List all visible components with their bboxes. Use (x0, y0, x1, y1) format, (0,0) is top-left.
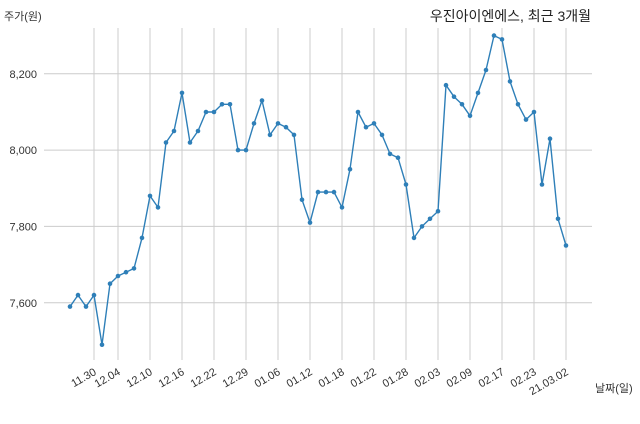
data-point (427, 216, 433, 222)
x-axis-label: 날짜(일) (595, 381, 633, 395)
data-point (235, 147, 241, 153)
price-series (67, 33, 569, 348)
y-tick-label: 8,200 (9, 69, 37, 81)
data-point (459, 102, 465, 107)
data-point (523, 117, 529, 122)
data-point (123, 269, 129, 275)
data-point (155, 205, 161, 210)
data-point (339, 205, 345, 210)
data-point (171, 128, 177, 134)
data-point (195, 128, 201, 134)
data-point (499, 37, 505, 42)
data-point (267, 132, 273, 138)
data-point (443, 82, 449, 88)
data-point (331, 189, 337, 195)
data-point (187, 140, 193, 145)
data-point (507, 79, 513, 84)
data-point (75, 292, 81, 298)
data-point (211, 109, 217, 115)
data-point (291, 132, 297, 138)
data-point (107, 281, 113, 287)
data-point (547, 136, 553, 141)
data-point (475, 90, 481, 96)
data-point (531, 109, 537, 115)
data-point (131, 266, 137, 271)
y-tick-label: 7,600 (9, 298, 37, 310)
data-point (435, 208, 441, 214)
data-point (179, 90, 185, 96)
data-point (99, 342, 105, 348)
data-point (563, 243, 569, 248)
data-point (259, 98, 265, 103)
data-point (115, 273, 121, 279)
data-point (483, 67, 489, 73)
data-point (67, 304, 73, 309)
data-point (419, 224, 425, 229)
data-point (275, 121, 281, 126)
data-point (371, 121, 377, 126)
data-point (251, 121, 257, 126)
chart-title: 우진아이엔에스, 최근 3개월 (430, 8, 591, 24)
data-point (315, 189, 321, 195)
data-point (555, 216, 561, 222)
data-point (219, 102, 225, 107)
y-tick-label: 8,000 (9, 145, 37, 157)
data-point (411, 235, 417, 241)
y-axis-ticks: 7,600 7,800 8,000 8,200 (9, 69, 37, 310)
data-point (491, 33, 497, 38)
data-point (403, 182, 409, 187)
data-point (539, 182, 545, 187)
data-point (139, 235, 145, 241)
data-point (163, 140, 169, 145)
data-point (283, 124, 289, 130)
data-point (323, 189, 329, 195)
y-axis-label: 주가(원) (4, 10, 42, 23)
data-point (243, 147, 249, 153)
data-point (451, 94, 457, 99)
data-point (363, 124, 369, 130)
data-point (299, 197, 305, 202)
data-point (83, 304, 89, 309)
data-point (227, 102, 233, 107)
data-point (379, 132, 385, 138)
data-point (355, 109, 361, 115)
data-point (395, 155, 401, 160)
grid (44, 28, 592, 360)
data-point (91, 292, 97, 298)
data-point (515, 102, 521, 107)
data-point (387, 151, 393, 157)
data-point (467, 113, 473, 119)
y-tick-label: 7,800 (9, 221, 37, 233)
data-point (307, 220, 313, 225)
data-point (147, 193, 153, 199)
data-point (203, 109, 209, 115)
data-point (347, 166, 353, 172)
